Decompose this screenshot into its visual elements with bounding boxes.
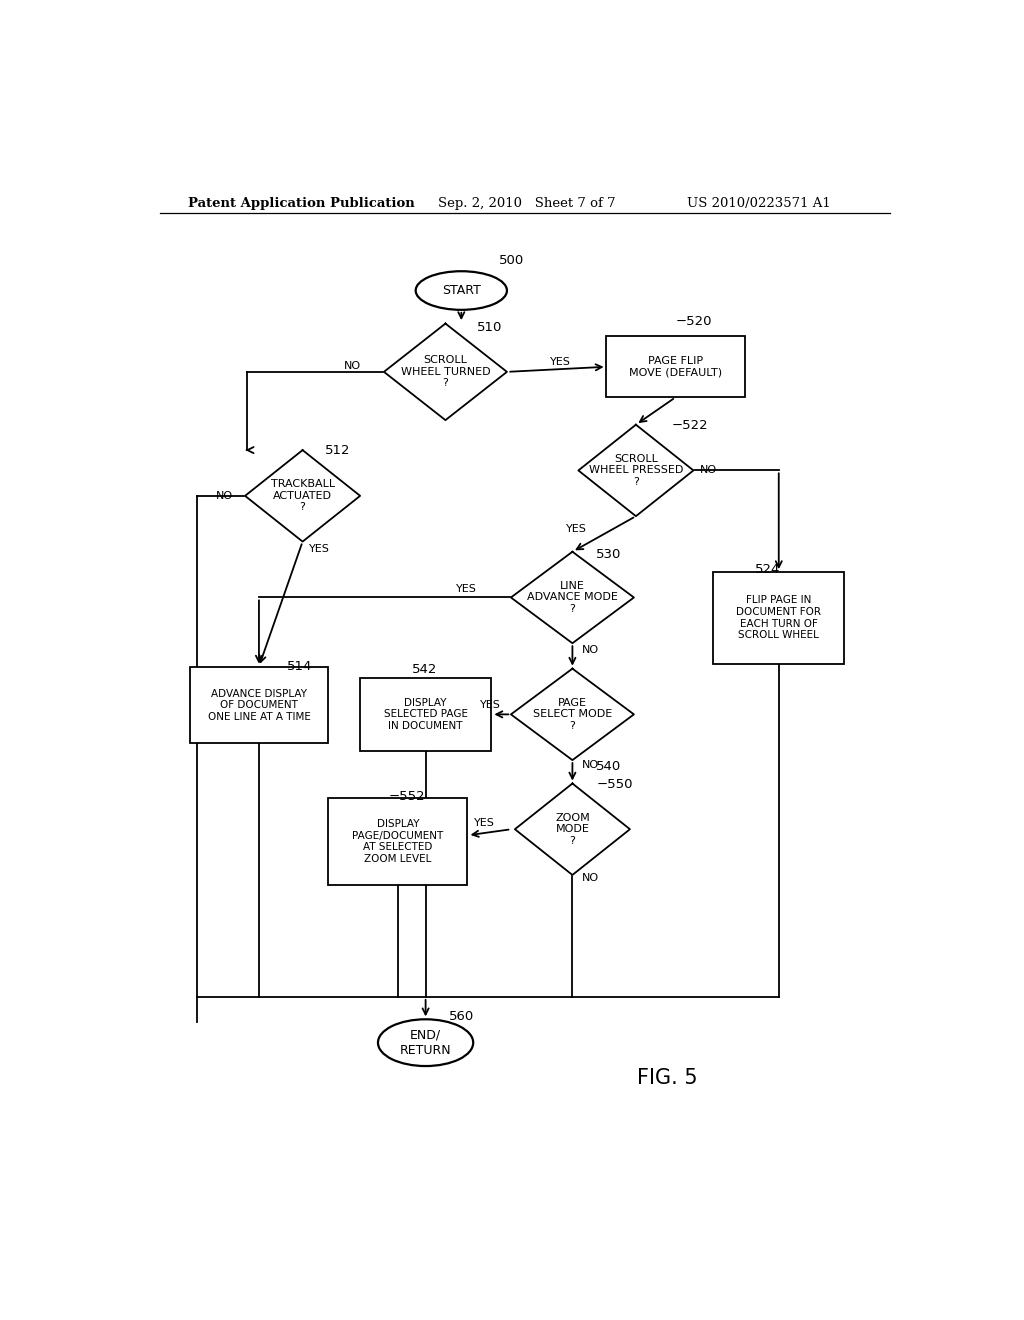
Text: 542: 542 <box>412 663 437 676</box>
Text: DISPLAY
PAGE/DOCUMENT
AT SELECTED
ZOOM LEVEL: DISPLAY PAGE/DOCUMENT AT SELECTED ZOOM L… <box>352 818 443 863</box>
Text: 512: 512 <box>325 444 350 457</box>
Text: FIG. 5: FIG. 5 <box>637 1068 698 1088</box>
Text: Patent Application Publication: Patent Application Publication <box>187 197 415 210</box>
Text: YES: YES <box>480 700 501 710</box>
Polygon shape <box>511 669 634 760</box>
Text: −550: −550 <box>596 777 633 791</box>
Ellipse shape <box>416 271 507 310</box>
Text: ADVANCE DISPLAY
OF DOCUMENT
ONE LINE AT A TIME: ADVANCE DISPLAY OF DOCUMENT ONE LINE AT … <box>208 689 310 722</box>
Bar <box>329 799 467 884</box>
Text: 500: 500 <box>500 253 524 267</box>
Text: −522: −522 <box>672 420 709 432</box>
Text: YES: YES <box>550 356 571 367</box>
Text: NO: NO <box>344 360 361 371</box>
Text: −552: −552 <box>388 791 425 803</box>
Polygon shape <box>515 784 630 875</box>
Text: YES: YES <box>566 524 587 535</box>
Text: YES: YES <box>474 818 495 828</box>
Text: NO: NO <box>216 491 233 500</box>
Text: TRACKBALL
ACTUATED
?: TRACKBALL ACTUATED ? <box>270 479 335 512</box>
Text: PAGE FLIP
MOVE (DEFAULT): PAGE FLIP MOVE (DEFAULT) <box>629 356 722 378</box>
Text: DISPLAY
SELECTED PAGE
IN DOCUMENT: DISPLAY SELECTED PAGE IN DOCUMENT <box>384 698 468 731</box>
Bar <box>606 337 745 397</box>
Text: YES: YES <box>309 544 330 553</box>
Text: PAGE
SELECT MODE
?: PAGE SELECT MODE ? <box>532 698 612 731</box>
Text: NO: NO <box>699 466 717 475</box>
Text: 540: 540 <box>596 760 622 772</box>
Polygon shape <box>579 425 693 516</box>
Text: US 2010/0223571 A1: US 2010/0223571 A1 <box>687 197 831 210</box>
Text: 510: 510 <box>477 321 503 334</box>
Text: SCROLL
WHEEL PRESSED
?: SCROLL WHEEL PRESSED ? <box>589 454 683 487</box>
Text: 530: 530 <box>596 548 622 561</box>
Text: LINE
ADVANCE MODE
?: LINE ADVANCE MODE ? <box>527 581 617 614</box>
Text: START: START <box>442 284 480 297</box>
Text: END/
RETURN: END/ RETURN <box>399 1028 452 1057</box>
Text: SCROLL
WHEEL TURNED
?: SCROLL WHEEL TURNED ? <box>400 355 490 388</box>
Text: YES: YES <box>457 585 477 594</box>
Text: 514: 514 <box>287 660 312 673</box>
Polygon shape <box>511 552 634 643</box>
Text: ZOOM
MODE
?: ZOOM MODE ? <box>555 813 590 846</box>
Text: NO: NO <box>582 645 599 655</box>
Text: 524: 524 <box>755 562 780 576</box>
Text: FLIP PAGE IN
DOCUMENT FOR
EACH TURN OF
SCROLL WHEEL: FLIP PAGE IN DOCUMENT FOR EACH TURN OF S… <box>736 595 821 640</box>
Bar <box>714 572 844 664</box>
Polygon shape <box>384 323 507 420</box>
Text: Sep. 2, 2010   Sheet 7 of 7: Sep. 2, 2010 Sheet 7 of 7 <box>437 197 615 210</box>
Text: −520: −520 <box>676 314 712 327</box>
Text: NO: NO <box>582 760 599 770</box>
Text: NO: NO <box>582 873 599 883</box>
Bar <box>189 667 329 743</box>
Ellipse shape <box>378 1019 473 1067</box>
Text: 560: 560 <box>450 1010 475 1023</box>
Bar <box>360 677 492 751</box>
Polygon shape <box>245 450 360 541</box>
